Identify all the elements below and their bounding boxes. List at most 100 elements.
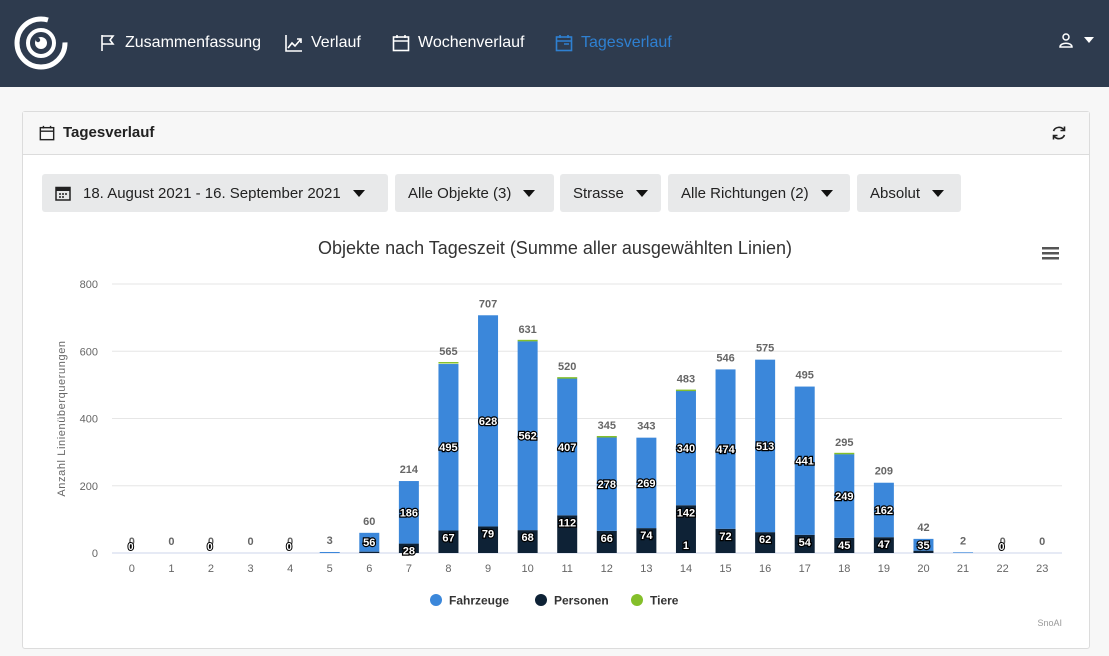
bar-fahrzeuge <box>873 482 894 538</box>
flag-icon <box>101 35 115 51</box>
x-tick-label: 23 <box>1036 563 1048 575</box>
bar-fahrzeuge <box>478 315 499 527</box>
x-tick-label: 7 <box>406 563 412 575</box>
bar-value-label: 513 <box>756 441 774 453</box>
objects-dropdown[interactable]: Alle Objekte (3) <box>395 174 554 212</box>
nav-item-wochenverlauf[interactable]: Wochenverlauf <box>392 30 524 56</box>
bar-tiere <box>834 452 855 455</box>
caret-down-icon <box>932 189 945 197</box>
chevron-down-icon <box>1084 37 1094 43</box>
date-range-dropdown[interactable]: 18. August 2021 - 16. September 2021 <box>42 174 388 212</box>
nav-item-label: Wochenverlauf <box>418 34 525 51</box>
bar-fahrzeuge <box>715 369 736 529</box>
bar-value-label: 562 <box>518 431 536 443</box>
nav-item-zusammenfassung[interactable]: Zusammenfassung <box>99 30 261 56</box>
bar-tiere <box>596 435 617 438</box>
bar-tiere <box>438 362 459 364</box>
tagesverlauf-card: Tagesverlauf 18. August 2021 - 16. Septe… <box>22 111 1090 649</box>
bar-total-label: 0 <box>1039 536 1045 548</box>
x-tick-label: 2 <box>208 563 214 575</box>
bar-tiere <box>517 339 538 342</box>
trend-icon <box>285 35 302 52</box>
x-tick-label: 16 <box>759 563 771 575</box>
y-tick-label: 0 <box>92 548 98 560</box>
bar-total-label: 483 <box>677 374 695 386</box>
bar-value-label: 35 <box>917 540 929 552</box>
bar-personen <box>517 530 538 553</box>
legend-label: Fahrzeuge <box>449 594 509 608</box>
bar-total-label: 0 <box>287 536 293 548</box>
bar-value-label: 47 <box>878 539 890 551</box>
mode-dropdown[interactable]: Absolut <box>857 174 961 212</box>
x-tick-label: 3 <box>247 563 253 575</box>
bar-value-label: 0 <box>999 542 1005 553</box>
calendar-icon <box>392 35 410 52</box>
directions-dropdown[interactable]: Alle Richtungen (2) <box>668 174 850 212</box>
x-tick-label: 21 <box>957 563 969 575</box>
bar-total-label: 575 <box>756 343 774 355</box>
x-tick-label: 20 <box>917 563 929 575</box>
y-tick-label: 600 <box>80 346 98 358</box>
calendar-icon <box>55 186 71 201</box>
bar-total-label: 2 <box>960 535 966 547</box>
bar-total-label: 520 <box>558 361 576 373</box>
bar-fahrzeuge <box>834 454 855 538</box>
bar-value-label: 186 <box>400 507 418 519</box>
daytime-bar-chart: Objekte nach Tageszeit (Summe aller ausg… <box>56 238 1062 628</box>
hamburger-menu-icon[interactable] <box>1042 247 1059 260</box>
x-tick-label: 4 <box>287 563 293 575</box>
bar-fahrzeuge <box>675 390 696 506</box>
bar-value-label: 67 <box>442 532 454 544</box>
card-title-text: Tagesverlauf <box>63 124 155 141</box>
y-tick-label: 800 <box>80 279 98 291</box>
bar-total-label: 0 <box>247 536 253 548</box>
x-tick-label: 10 <box>522 563 534 575</box>
calendar-range-icon <box>39 125 55 140</box>
legend-marker <box>535 594 547 606</box>
bar-total-label: 0 <box>129 536 135 548</box>
bar-total-label: 565 <box>439 346 457 358</box>
bar-personen <box>596 530 617 553</box>
bar-value-label: 66 <box>601 533 613 545</box>
bar-total-label: 495 <box>796 370 814 382</box>
bar-personen <box>755 532 776 553</box>
nav-item-verlauf[interactable]: Verlauf <box>285 30 361 56</box>
bar-fahrzeuge <box>755 359 776 533</box>
bar-personen <box>478 526 499 553</box>
bar-value-label: 68 <box>522 532 534 544</box>
caret-down-icon <box>820 189 833 197</box>
bar-value-label: 278 <box>598 479 616 491</box>
x-tick-label: 18 <box>838 563 850 575</box>
refresh-icon[interactable] <box>1051 125 1067 141</box>
x-tick-label: 0 <box>129 563 135 575</box>
objects-value: Alle Objekte (3) <box>408 184 512 202</box>
card-header: Tagesverlauf <box>23 112 1089 155</box>
bar-value-label: 0 <box>286 542 292 553</box>
bar-total-label: 546 <box>716 352 734 364</box>
bar-fahrzeuge <box>596 437 617 531</box>
bar-total-label: 209 <box>875 466 893 478</box>
y-tick-label: 400 <box>80 414 98 426</box>
bar-total-label: 3 <box>327 535 333 547</box>
x-tick-label: 8 <box>445 563 451 575</box>
bar-value-label: 407 <box>558 442 576 454</box>
x-tick-label: 9 <box>485 563 491 575</box>
x-tick-label: 5 <box>327 563 333 575</box>
y-axis-title: Anzahl Linienüberquerungen <box>56 340 68 496</box>
nav-item-tagesverlauf[interactable]: Tagesverlauf <box>555 30 672 56</box>
bar-personen <box>873 537 894 553</box>
bar-value-label: 0 <box>128 542 134 553</box>
type-dropdown[interactable]: Strasse <box>560 174 661 212</box>
app-logo-icon[interactable] <box>10 12 72 74</box>
bar-total-label: 345 <box>598 420 616 432</box>
user-menu[interactable] <box>1058 32 1094 48</box>
bar-personen <box>557 515 578 553</box>
bar-value-label: 1 <box>683 540 689 552</box>
caret-down-icon <box>352 189 365 197</box>
mode-value: Absolut <box>870 184 921 202</box>
bar-value-label: 162 <box>875 505 893 517</box>
bar-value-label: 56 <box>363 537 375 549</box>
bar-value-label: 142 <box>677 507 695 519</box>
bar-fahrzeuge <box>913 538 934 551</box>
bar-total-label: 0 <box>168 536 174 548</box>
